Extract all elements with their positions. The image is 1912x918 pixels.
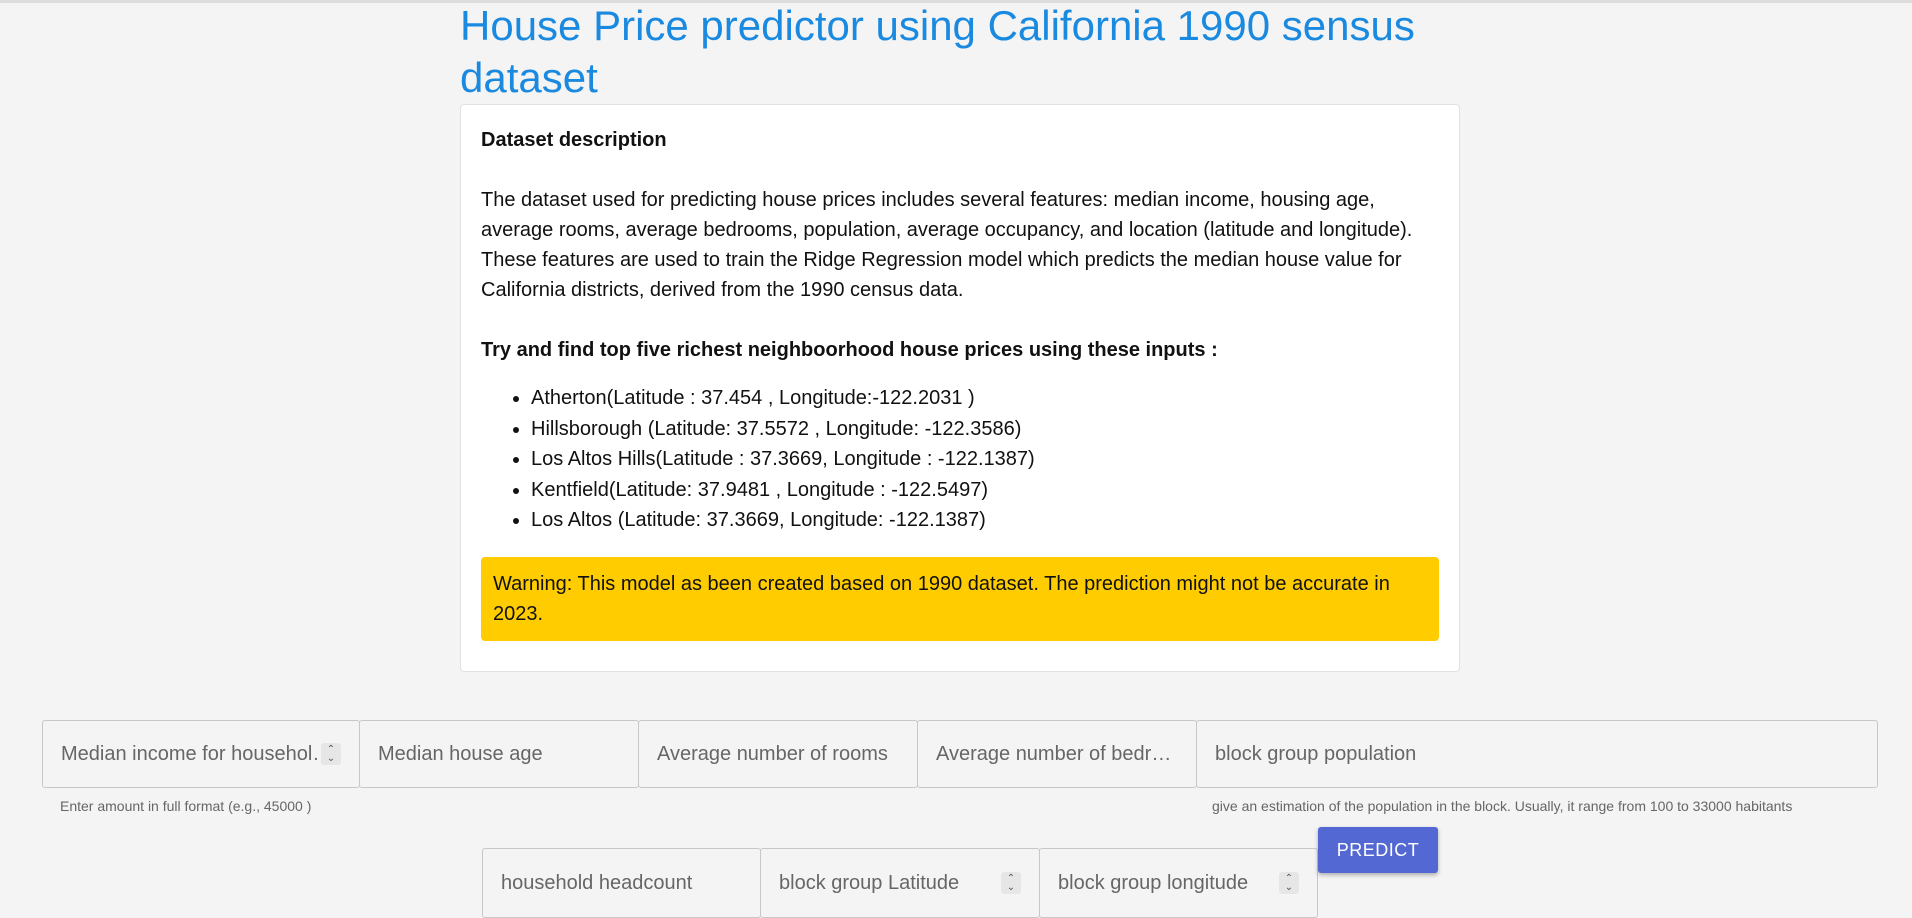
list-item: Los Altos (Latitude: 37.3669, Longitude:… <box>531 505 1439 536</box>
population-placeholder: block group population <box>1215 742 1417 765</box>
warning-banner: Warning: This model as been created base… <box>481 557 1439 641</box>
house-age-placeholder: Median house age <box>378 742 543 765</box>
dataset-description-card: Dataset description The dataset used for… <box>460 104 1460 672</box>
latitude-input[interactable]: block group Latitude ⌃ ⌄ <box>760 848 1040 918</box>
household-headcount-input[interactable]: household headcount <box>482 848 761 918</box>
list-item: Los Altos Hills(Latitude : 37.3669, Long… <box>531 444 1439 475</box>
top-divider <box>0 0 1912 3</box>
up-down-chevron-icon[interactable]: ⌃ ⌄ <box>1279 872 1299 894</box>
house-age-input[interactable]: Median house age <box>359 720 639 788</box>
population-helper: give an estimation of the population in … <box>1212 798 1793 814</box>
longitude-input[interactable]: block group longitude ⌃ ⌄ <box>1039 848 1318 918</box>
avg-rooms-placeholder: Average number of rooms <box>657 742 888 765</box>
neighborhood-list: Atherton(Latitude : 37.454 , Longitude:-… <box>481 383 1439 536</box>
avg-rooms-input[interactable]: Average number of rooms <box>638 720 918 788</box>
household-headcount-placeholder: household headcount <box>501 871 693 894</box>
median-income-placeholder: Median income for households <box>61 742 333 765</box>
median-income-helper: Enter amount in full format (e.g., 45000… <box>60 798 312 814</box>
up-down-chevron-icon[interactable]: ⌃ ⌄ <box>321 743 341 765</box>
up-down-chevron-icon[interactable]: ⌃ ⌄ <box>1001 872 1021 894</box>
avg-bedrooms-placeholder: Average number of bedr… <box>936 742 1172 765</box>
dataset-description-text: The dataset used for predicting house pr… <box>481 189 1413 301</box>
predict-button[interactable]: PREDICT <box>1318 827 1438 873</box>
avg-bedrooms-input[interactable]: Average number of bedr… <box>917 720 1197 788</box>
list-item: Kentfield(Latitude: 37.9481 , Longitude … <box>531 475 1439 506</box>
latitude-placeholder: block group Latitude <box>779 871 960 894</box>
longitude-placeholder: block group longitude <box>1058 871 1249 894</box>
list-item: Atherton(Latitude : 37.454 , Longitude:-… <box>531 383 1439 414</box>
try-inputs-heading: Try and find top five richest neighboorh… <box>481 339 1218 361</box>
population-input[interactable]: block group population <box>1196 720 1878 788</box>
list-item: Hillsborough (Latitude: 37.5572 , Longit… <box>531 414 1439 445</box>
card-heading: Dataset description <box>481 129 667 151</box>
page-title: House Price predictor using California 1… <box>460 2 1415 101</box>
median-income-input[interactable]: Median income for households ⌃ ⌄ <box>42 720 360 788</box>
